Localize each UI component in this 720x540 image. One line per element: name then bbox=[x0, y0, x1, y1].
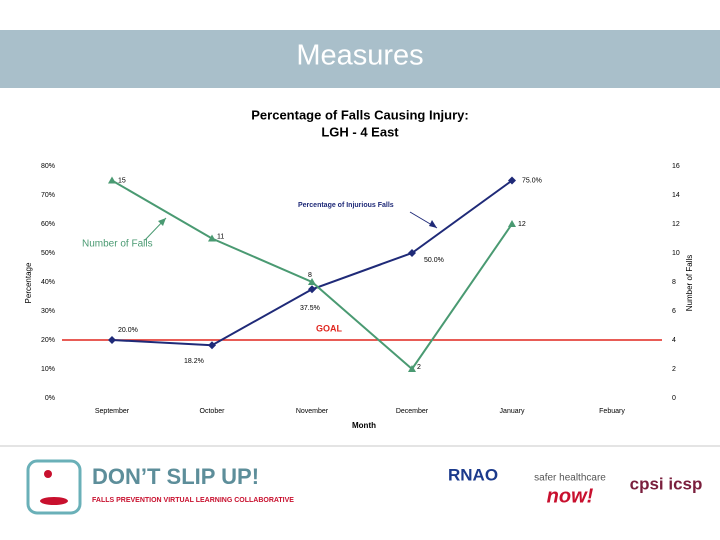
data-label: 37.5% bbox=[300, 305, 320, 312]
x-axis-label: Month bbox=[352, 421, 376, 430]
logo-figure bbox=[44, 470, 52, 478]
y-tick-label: 20% bbox=[41, 337, 55, 344]
point-marker bbox=[108, 336, 116, 344]
data-label: 20.0% bbox=[118, 327, 138, 334]
point-marker bbox=[508, 220, 516, 227]
y2-tick-label: 10 bbox=[672, 250, 680, 257]
x-tick-label: January bbox=[500, 408, 525, 415]
campaign-subtitle: FALLS PREVENTION VIRTUAL LEARNING COLLAB… bbox=[92, 497, 294, 504]
point-marker bbox=[108, 176, 116, 184]
y2-tick-label: 6 bbox=[672, 308, 676, 315]
x-tick-label: Febuary bbox=[599, 408, 625, 415]
y2-tick-label: 12 bbox=[672, 221, 680, 228]
y-tick-label: 60% bbox=[41, 221, 55, 228]
campaign-logo bbox=[26, 459, 82, 515]
point-marker bbox=[508, 176, 516, 185]
y2-tick-label: 2 bbox=[672, 366, 676, 373]
x-tick-label: December bbox=[396, 408, 429, 415]
y-tick-label: 10% bbox=[41, 366, 55, 373]
partner-logo: safer healthcare bbox=[534, 473, 606, 484]
arrow-head bbox=[158, 218, 166, 226]
point-marker bbox=[308, 278, 316, 285]
point-marker bbox=[208, 341, 216, 350]
y-axis-label: Percentage bbox=[24, 262, 33, 303]
point-marker bbox=[208, 234, 216, 242]
x-tick-label: September bbox=[95, 408, 130, 415]
data-label: 75.0% bbox=[522, 177, 542, 184]
arrow-head bbox=[429, 220, 437, 228]
series-annotation: Percentage of Injurious Falls bbox=[298, 202, 394, 209]
data-label: 12 bbox=[518, 221, 526, 228]
y-tick-label: 70% bbox=[41, 192, 55, 199]
goal-label: GOAL bbox=[316, 323, 343, 333]
y-tick-label: 40% bbox=[41, 279, 55, 286]
chart-title: Percentage of Falls Causing Injury: bbox=[251, 107, 468, 122]
y-tick-label: 30% bbox=[41, 308, 55, 315]
data-label: 11 bbox=[217, 233, 224, 240]
y2-axis-label: Number of Falls bbox=[685, 255, 694, 311]
partner-logo: cpsi icsp bbox=[630, 474, 703, 493]
y2-tick-label: 0 bbox=[672, 395, 676, 402]
header-band bbox=[0, 30, 720, 88]
y2-tick-label: 8 bbox=[672, 279, 676, 286]
data-label: 8 bbox=[308, 272, 312, 279]
y-tick-label: 50% bbox=[41, 250, 55, 257]
chart-subtitle: LGH - 4 East bbox=[321, 124, 399, 139]
data-label: 50.0% bbox=[424, 257, 444, 264]
slide-title: Measures bbox=[296, 40, 423, 72]
y-tick-label: 80% bbox=[41, 163, 55, 170]
point-marker bbox=[408, 365, 416, 372]
campaign-name: DON’T SLIP UP! bbox=[92, 464, 259, 489]
logo-splash bbox=[40, 497, 68, 505]
point-marker bbox=[308, 285, 316, 294]
y2-tick-label: 16 bbox=[672, 163, 680, 170]
partner-logo: RNAO bbox=[448, 465, 498, 484]
x-tick-label: November bbox=[296, 408, 329, 415]
data-label: 15 bbox=[118, 177, 126, 184]
y2-tick-label: 4 bbox=[672, 337, 676, 344]
point-marker bbox=[408, 249, 416, 257]
data-label: 18.2% bbox=[184, 358, 204, 365]
partner-logo: now! bbox=[547, 485, 594, 507]
y2-tick-label: 14 bbox=[672, 192, 680, 199]
y-tick-label: 0% bbox=[45, 395, 55, 402]
x-tick-label: October bbox=[200, 408, 226, 415]
series-annotation: Number of Falls bbox=[82, 239, 153, 250]
data-label: 2 bbox=[417, 364, 421, 371]
